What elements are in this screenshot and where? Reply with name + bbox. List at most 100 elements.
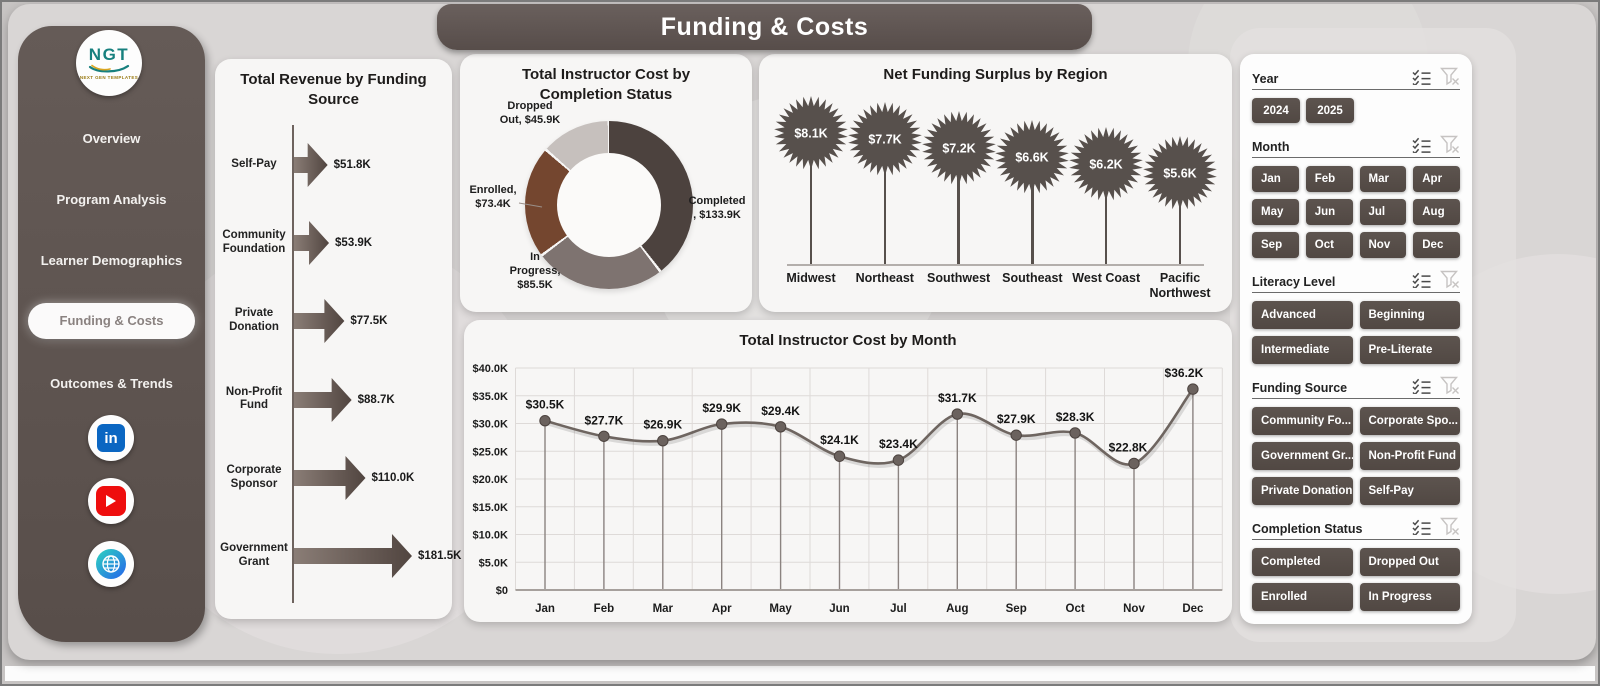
revenue-category-label: Self-Pay (231, 158, 277, 171)
svg-text:$24.1K: $24.1K (820, 433, 859, 447)
sidebar-item-funding-costs[interactable]: Funding & Costs (28, 303, 195, 339)
filter-section-funding-source: Funding Source Community Fo... Corporate S… (1252, 376, 1460, 505)
filter-buttons: Completed Dropped Out Enrolled In Progress (1252, 548, 1460, 611)
revenue-category-label: Non-Profit Fund (225, 385, 283, 412)
globe-icon (96, 549, 126, 579)
clear-filter-icon[interactable] (1440, 67, 1460, 86)
filter-section-header: Literacy Level (1252, 270, 1460, 293)
filter-button-private-donation[interactable]: Private Donation (1252, 477, 1353, 505)
svg-text:May: May (769, 603, 792, 615)
region-category-label: Pacific Northwest (1149, 271, 1211, 300)
donut-slice-label: Completed , $133.9K (688, 195, 746, 221)
filter-section-title: Funding Source (1252, 381, 1348, 395)
svg-text:$5.0K: $5.0K (479, 557, 508, 569)
svg-text:$6.2K: $6.2K (1090, 157, 1123, 171)
region-burst-marker: $5.6K (1143, 136, 1217, 211)
filter-button-dec[interactable]: Dec (1413, 232, 1460, 258)
logo-text: NGT (88, 45, 130, 64)
svg-text:$28.3K: $28.3K (1056, 410, 1095, 424)
region-category-label: Southeast (1002, 271, 1063, 285)
clear-filter-icon[interactable] (1440, 270, 1460, 289)
website-button[interactable] (88, 541, 134, 587)
region-lollipop-chart: $8.1K Midwest $7.7K Northeast $7.2K Southwest… (759, 54, 1232, 312)
svg-text:$22.8K: $22.8K (1109, 440, 1148, 454)
filter-section-literacy-level: Literacy Level Advanced Beginning Intermedi… (1252, 270, 1460, 364)
filter-button-in-progress[interactable]: In Progress (1359, 583, 1460, 611)
svg-text:$31.7K: $31.7K (938, 391, 977, 405)
filter-button-dropped-out[interactable]: Dropped Out (1359, 548, 1460, 576)
filter-button-aug[interactable]: Aug (1413, 199, 1460, 225)
region-category-label: West Coast (1072, 271, 1141, 285)
filter-button-enrolled[interactable]: Enrolled (1252, 583, 1353, 611)
filter-buttons: 2024 2025 (1252, 98, 1460, 123)
clear-filter-icon[interactable] (1440, 135, 1460, 154)
filter-section-icons (1412, 67, 1460, 86)
donut-chart-card: Total Instructor Cost by Completion Stat… (460, 54, 752, 312)
multi-select-icon[interactable] (1412, 519, 1431, 535)
filter-buttons: Advanced Beginning Intermediate Pre-Literat… (1252, 301, 1460, 364)
filter-section-title: Literacy Level (1252, 275, 1336, 289)
filter-button-community-fo-[interactable]: Community Fo... (1252, 407, 1353, 435)
sidebar-item-program-analysis[interactable]: Program Analysis (56, 192, 167, 207)
svg-text:Nov: Nov (1123, 603, 1145, 615)
sidebar-item-learner-demographics[interactable]: Learner Demographics (40, 253, 183, 268)
svg-text:$30.5K: $30.5K (526, 398, 565, 412)
donut-slice-label: Dropped Out, $45.9K (499, 100, 561, 126)
svg-text:Sep: Sep (1006, 603, 1027, 615)
donut-slice-label: Enrolled, $73.4K (469, 184, 517, 210)
filter-button-pre-literate[interactable]: Pre-Literate (1359, 336, 1460, 364)
filter-button-beginning[interactable]: Beginning (1359, 301, 1460, 329)
filter-button-government-gr-[interactable]: Government Gr... (1252, 442, 1353, 470)
revenue-arrow (294, 299, 345, 344)
youtube-button[interactable] (88, 478, 134, 524)
clear-filter-icon[interactable] (1440, 517, 1460, 536)
filter-buttons: Community Fo... Corporate Spo... Governmen… (1252, 407, 1460, 505)
logo-swoosh-icon (88, 64, 130, 73)
filter-button-intermediate[interactable]: Intermediate (1252, 336, 1353, 364)
filter-button-completed[interactable]: Completed (1252, 548, 1353, 576)
filter-button-mar[interactable]: Mar (1359, 166, 1407, 192)
sidebar-item-overview[interactable]: Overview (82, 131, 141, 146)
filter-button-2025[interactable]: 2025 (1306, 98, 1354, 123)
sidebar-item-outcomes-trends[interactable]: Outcomes & Trends (50, 376, 173, 391)
filter-button-corporate-spo-[interactable]: Corporate Spo... (1359, 407, 1460, 435)
revenue-arrow (294, 221, 330, 266)
filter-section-icons (1412, 135, 1460, 154)
svg-text:$27.7K: $27.7K (585, 413, 624, 427)
filter-button-jan[interactable]: Jan (1252, 166, 1299, 192)
filter-button-feb[interactable]: Feb (1305, 166, 1353, 192)
filter-button-2024[interactable]: 2024 (1252, 98, 1300, 123)
filter-button-sep[interactable]: Sep (1252, 232, 1299, 258)
filter-button-oct[interactable]: Oct (1305, 232, 1353, 258)
filter-button-jul[interactable]: Jul (1359, 199, 1407, 225)
filter-button-advanced[interactable]: Advanced (1252, 301, 1353, 329)
multi-select-icon[interactable] (1412, 272, 1431, 288)
filter-section-title: Month (1252, 140, 1290, 154)
svg-text:$29.4K: $29.4K (761, 404, 800, 418)
revenue-value-label: $110.0K (371, 471, 415, 484)
svg-text:$7.2K: $7.2K (942, 141, 975, 155)
filter-button-self-pay[interactable]: Self-Pay (1359, 477, 1460, 505)
clear-filter-icon[interactable] (1440, 376, 1460, 395)
filter-button-nov[interactable]: Nov (1359, 232, 1407, 258)
revenue-arrow (294, 455, 366, 500)
region-stem (957, 147, 960, 264)
filter-button-apr[interactable]: Apr (1413, 166, 1460, 192)
sidebar: NGT NEXT GEN TEMPLATES Overview Program A… (18, 26, 205, 642)
svg-text:Dec: Dec (1182, 603, 1204, 615)
line-chart-card: Total Instructor Cost by Month $40.0K $35… (464, 320, 1232, 622)
filter-button-non-profit-fund[interactable]: Non-Profit Fund (1359, 442, 1460, 470)
linkedin-button[interactable]: in (88, 415, 134, 461)
filter-button-may[interactable]: May (1252, 199, 1299, 225)
multi-select-icon[interactable] (1412, 378, 1431, 394)
filter-section-icons (1412, 517, 1460, 536)
revenue-arrow-chart: Self-Pay $51.8K Community Foundation $53.9K… (215, 117, 461, 613)
svg-text:Apr: Apr (712, 603, 732, 615)
multi-select-icon[interactable] (1412, 137, 1431, 153)
multi-select-icon[interactable] (1412, 69, 1431, 85)
filter-section-year: Year 2024 2025 (1252, 67, 1460, 123)
filter-section-icons (1412, 270, 1460, 289)
filter-button-jun[interactable]: Jun (1305, 199, 1353, 225)
region-burst-marker: $7.7K (847, 102, 922, 177)
svg-text:$23.4K: $23.4K (879, 437, 918, 451)
